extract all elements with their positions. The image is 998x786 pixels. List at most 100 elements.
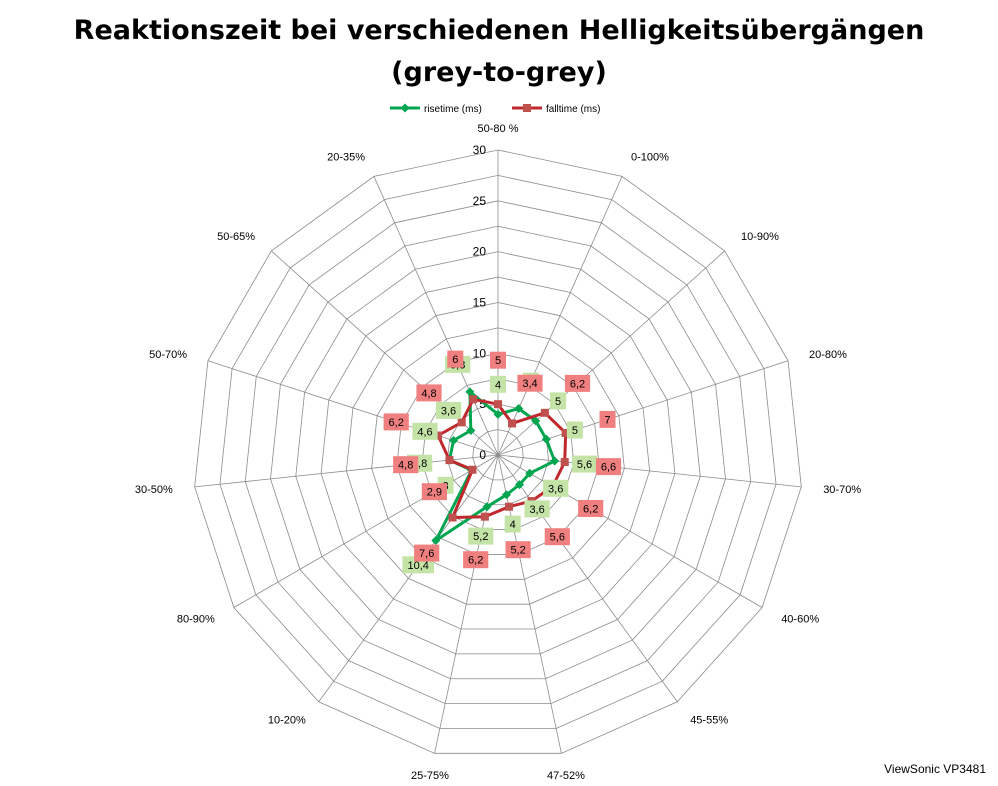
falltime-data-label: 5 — [495, 355, 501, 367]
radial-tick-label: 30 — [473, 143, 487, 157]
falltime-data-label: 3,4 — [522, 378, 537, 390]
legend-label: risetime (ms) — [424, 104, 482, 115]
radial-ticks: 0 5 10 15 20 25 30 — [473, 143, 487, 462]
risetime-data-label: 5 — [555, 396, 561, 408]
chart-title: Reaktionszeit bei verschiedenen Helligke… — [0, 10, 998, 94]
falltime-point — [560, 458, 569, 467]
risetime-point — [501, 490, 511, 500]
grid-ring — [396, 352, 600, 555]
falltime-data-label: 6,6 — [601, 462, 616, 474]
category-label: 45-55% — [690, 715, 728, 727]
falltime-data-label: 7,6 — [419, 548, 434, 560]
risetime-data-label: 3,6 — [441, 405, 456, 417]
falltime-data-label: 2,9 — [427, 487, 442, 499]
falltime-point — [523, 104, 531, 112]
falltime-data-label: 5,6 — [550, 532, 565, 544]
grid-ring — [244, 200, 752, 705]
risetime-data-label: 5 — [572, 425, 578, 437]
falltime-label-bg — [490, 351, 506, 369]
risetime-data-label: 5,2 — [473, 531, 488, 543]
falltime-point — [457, 418, 466, 427]
falltime-point — [508, 419, 517, 428]
falltime-point — [448, 513, 457, 522]
chart-title-line2: (grey-to-grey) — [391, 57, 607, 88]
risetime-point — [466, 426, 476, 436]
grid-spoke — [497, 454, 763, 608]
category-label: 10-20% — [268, 715, 306, 727]
risetime-label-bg — [490, 375, 506, 393]
falltime-point — [469, 395, 478, 404]
category-label: 47-52% — [547, 770, 585, 782]
risetime-data-label: 5,6 — [577, 459, 592, 471]
series-lines — [431, 387, 570, 546]
radial-tick-label: 20 — [473, 245, 487, 259]
falltime-point — [540, 408, 549, 417]
legend-item-falltime: falltime (ms) — [512, 104, 600, 115]
falltime-label-bg — [447, 350, 464, 368]
radial-tick-label: 5 — [479, 397, 486, 411]
grid-spoke — [318, 454, 499, 702]
falltime-label-bg — [599, 410, 616, 428]
falltime-label-bg — [463, 551, 489, 569]
risetime-label-bg — [524, 500, 550, 518]
falltime-label-bg — [421, 483, 447, 501]
grid-spoke — [233, 454, 499, 608]
legend-item-risetime: risetime (ms) — [390, 103, 482, 115]
falltime-series — [434, 395, 570, 522]
category-label: 25-75% — [411, 770, 449, 782]
category-label: 20-80% — [809, 349, 847, 361]
falltime-point — [561, 429, 570, 438]
falltime-data-label: 4,8 — [398, 460, 413, 472]
radar-grid — [194, 149, 802, 754]
risetime-label-bg — [543, 479, 569, 497]
risetime-point — [449, 436, 459, 446]
grid-ring — [270, 225, 726, 680]
radial-tick-label: 0 — [479, 448, 486, 462]
risetime-line — [434, 390, 557, 542]
category-label: 80-90% — [177, 614, 215, 626]
risetime-data-label: 4 — [510, 519, 516, 531]
falltime-line — [436, 397, 568, 519]
grid-spoke — [497, 454, 802, 488]
data-labels: 45555,63,63,645,210,434,84,63,66,853,46,… — [383, 350, 622, 574]
risetime-point — [541, 434, 551, 444]
falltime-data-label: 6 — [452, 354, 458, 366]
falltime-data-label: 7 — [604, 414, 610, 426]
grid-ring — [295, 251, 701, 655]
category-label: 10-90% — [741, 231, 779, 243]
category-label: 30-70% — [823, 484, 861, 496]
radial-tick-label: 10 — [473, 346, 487, 360]
chart-title-line1: Reaktionszeit bei verschiedenen Helligke… — [73, 15, 925, 46]
falltime-label-bg — [595, 458, 622, 476]
falltime-label-bg — [383, 413, 409, 431]
falltime-label-bg — [578, 500, 604, 517]
risetime-point — [525, 468, 535, 478]
falltime-data-label: 6,2 — [468, 555, 483, 567]
risetime-data-label: 3,6 — [548, 483, 563, 495]
radial-tick-label: 25 — [473, 194, 487, 208]
risetime-data-label: 10,4 — [407, 560, 428, 572]
risetime-label-bg — [412, 422, 438, 440]
falltime-label-bg — [393, 456, 419, 474]
risetime-data-label: 4 — [495, 379, 501, 391]
falltime-point — [468, 465, 477, 474]
risetime-label-bg — [468, 527, 494, 545]
falltime-data-label: 6,2 — [583, 504, 598, 516]
risetime-label-bg — [504, 515, 521, 533]
falltime-label-bg — [416, 384, 442, 402]
grid-spoke — [207, 360, 499, 456]
falltime-point — [480, 512, 489, 521]
category-label: 20-35% — [327, 151, 365, 163]
risetime-data-label: 4,6 — [417, 426, 432, 438]
falltime-label-bg — [564, 374, 591, 392]
category-label: 40-60% — [781, 614, 819, 626]
falltime-point — [445, 456, 454, 465]
grid-ring — [219, 175, 777, 729]
risetime-label-bg — [571, 455, 598, 473]
falltime-label-bg — [517, 374, 543, 392]
falltime-label-bg — [544, 528, 570, 546]
grid-ring — [345, 302, 651, 605]
category-label: 50-80 % — [478, 123, 519, 135]
falltime-data-label: 4,8 — [421, 388, 436, 400]
